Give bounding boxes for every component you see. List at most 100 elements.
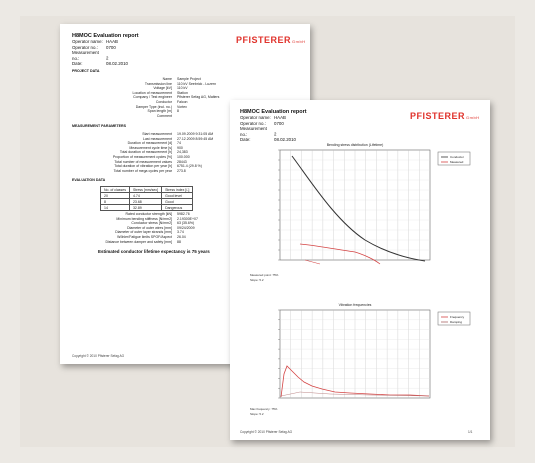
- kv-value: 273.8: [177, 168, 186, 173]
- chart1-title: Bending stress distribution (Lifetime): [327, 143, 384, 147]
- chart2-note-2: Slope: 5.2: [250, 412, 264, 416]
- kv-row: Total duration of vibration per year [h]…: [72, 164, 213, 169]
- header-row: Measurement no.: 2: [240, 126, 307, 137]
- kv-value: 24,383: [177, 150, 188, 155]
- chart1-small-curve: [304, 259, 321, 265]
- kv-row: Total number of measurement values 28443: [72, 160, 213, 165]
- kv-value: Station: [177, 90, 188, 95]
- vibration-frequency-chart: Vibration frequencies Frequency Damping …: [250, 303, 471, 416]
- kv-row: Diameter of outer layer strands [mm] 3.74: [72, 230, 198, 235]
- kv-value: 28443: [177, 159, 187, 164]
- kv-label: Duration of measurement [d]: [127, 141, 172, 146]
- kv-row: Last measurement 27.12.2009 8:59:45 AM: [72, 137, 213, 142]
- chart2-note-1: Max frequency: 75%: [250, 407, 278, 411]
- lifetime-conclusion: Estimated conductor lifetime expectancy …: [98, 249, 210, 254]
- kv-row: Measurement cycle time [s] 900: [72, 146, 213, 151]
- preview-panel: H8MOC Evaluation report Operator name: HA…: [20, 16, 515, 447]
- kv-label: Distance between damper and safety [mm]: [105, 239, 172, 244]
- chart2-title: Vibration frequencies: [339, 303, 372, 307]
- evaluation-heading: EVALUATION DATA: [72, 178, 106, 182]
- kv-row: Proportion of measurement cycles [%] 100.…: [72, 155, 213, 160]
- kv-row: Name Sample Project: [72, 77, 219, 82]
- kv-value: Falcon: [177, 99, 188, 104]
- page2-title: H8MOC Evaluation report: [240, 109, 307, 115]
- header-label: Operator name:: [72, 39, 103, 45]
- kv-value: 6751.4 (29.8 %): [177, 164, 202, 169]
- brand-suffix-2: GmbH: [466, 115, 480, 120]
- chart2-grid: [278, 309, 430, 399]
- kv-row: Span length [m] 8: [72, 109, 219, 114]
- header-label: Operator name:: [240, 115, 271, 121]
- header-row: Measurement no.: 2: [72, 50, 139, 61]
- kv-label: Transmission line: [144, 81, 172, 86]
- kv-value: 100.000: [177, 154, 190, 159]
- header-label: Date:: [240, 137, 251, 143]
- kv-row: Conductor stress [N/mm2] 63 (35.6%): [72, 221, 198, 226]
- kv-row: Diameter of outer wires [mm] 09/24/2009: [72, 226, 198, 231]
- kv-row: Start measurement 19.09.2009 9:31:05 AM: [72, 132, 213, 137]
- kv-label: Voltage [kV]: [153, 86, 172, 91]
- header-row: Operator no.: 0700: [240, 121, 307, 126]
- kv-label: Diameter of outer wires [mm]: [127, 225, 172, 230]
- kv-row: Total duration of measurement [h] 24,383: [72, 150, 213, 155]
- project-data: Name Sample Project Transmission line 110 k…: [72, 77, 220, 119]
- kv-value: 900: [177, 145, 183, 150]
- chart1-conductor-curve: [291, 155, 426, 262]
- kv-row: Voltage [kV] 110 kV: [72, 86, 219, 91]
- kv-row: Distance between damper and safety [mm] 8…: [72, 240, 198, 245]
- kv-value: 27.12.2009 8:59:45 AM: [177, 136, 214, 141]
- page-number: 1/1: [468, 430, 473, 434]
- kv-label: Last measurement: [143, 136, 172, 141]
- kv-row: Location of measurement Station: [72, 91, 219, 96]
- project-heading: PROJECT DATA: [72, 69, 100, 73]
- header-label: Operator no.:: [240, 120, 266, 126]
- kv-label: Company / Test engineer: [133, 95, 172, 100]
- brand-name-2: PFISTERER: [410, 111, 466, 121]
- kv-value: Pfisterer Sefag AG, Malters: [177, 95, 220, 100]
- page2-footer: Copyright © 2010 Pfisterer Sefag AG: [240, 430, 293, 434]
- header-value: 08.02.2010: [274, 137, 296, 143]
- kv-label: Rated conductor strength [kN]: [125, 212, 173, 216]
- page1-title: H8MOC Evaluation report: [72, 33, 139, 39]
- page2-header: H8MOC Evaluation report Operator name: HA…: [240, 109, 307, 142]
- kv-label: Proportion of measurement cycles [%]: [112, 154, 172, 159]
- kv-row: Damper Type (incl. no.) Vortex: [72, 105, 219, 110]
- kv-value: Sample Project: [177, 77, 201, 81]
- kv-label: Diameter of outer layer strands [mm]: [115, 230, 172, 235]
- chart1-measured-curve: [299, 243, 381, 265]
- kv-value: Vortex: [177, 104, 187, 109]
- kv-value: 88: [177, 239, 181, 244]
- kv-row: Total number of mega cycles per year 273.…: [72, 169, 213, 174]
- kv-row: Comment: [72, 114, 219, 119]
- header-row: Operator no.: 0700: [72, 45, 139, 50]
- table-cell: 32.89: [128, 204, 163, 211]
- evaluation-table: No. of classes Stress [mm/sec] Stress inde…: [100, 186, 194, 211]
- header-label: Date:: [72, 61, 83, 67]
- kv-label: Measurement cycle time [s]: [129, 145, 172, 150]
- header-value: 0700: [106, 44, 116, 50]
- header-row: Date: 08.02.2010: [240, 137, 307, 142]
- header-value: 2: [274, 131, 277, 137]
- kv-label: Total number of mega cycles per year: [113, 168, 172, 173]
- header-label: Operator no.:: [72, 44, 98, 50]
- kv-label: Span length [m]: [147, 109, 172, 114]
- kv-label: Conductor stress [N/mm2]: [131, 221, 172, 226]
- chart1-legend-2: Measured: [450, 160, 464, 164]
- header-row: Date: 08.02.2010: [72, 61, 139, 66]
- header-label: Measurement no.:: [240, 126, 267, 137]
- chart2-legend-2: Damping: [450, 320, 462, 324]
- header-label: Measurement no.:: [72, 50, 99, 61]
- kv-value: 110 kV Seebrick - Luzern: [177, 81, 217, 86]
- header-row: Operator name: HAAB: [72, 39, 139, 44]
- kv-label: Minimum bending stiffness [N/mm2]: [116, 216, 172, 221]
- header-value: HAAB: [274, 115, 286, 121]
- kv-label: Name: [162, 77, 172, 81]
- chart1-grid: [278, 149, 430, 261]
- chart2-legend-1: Frequency: [450, 315, 465, 319]
- table-cell: Dangerous: [161, 204, 194, 211]
- brand-logo-2: PFISTERERGmbH: [410, 111, 480, 121]
- kv-label: Location of measurement: [132, 90, 173, 95]
- kv-value: 74: [177, 141, 181, 146]
- table-cell: 14: [100, 204, 130, 211]
- kv-value: 2.19300E+07: [177, 216, 198, 221]
